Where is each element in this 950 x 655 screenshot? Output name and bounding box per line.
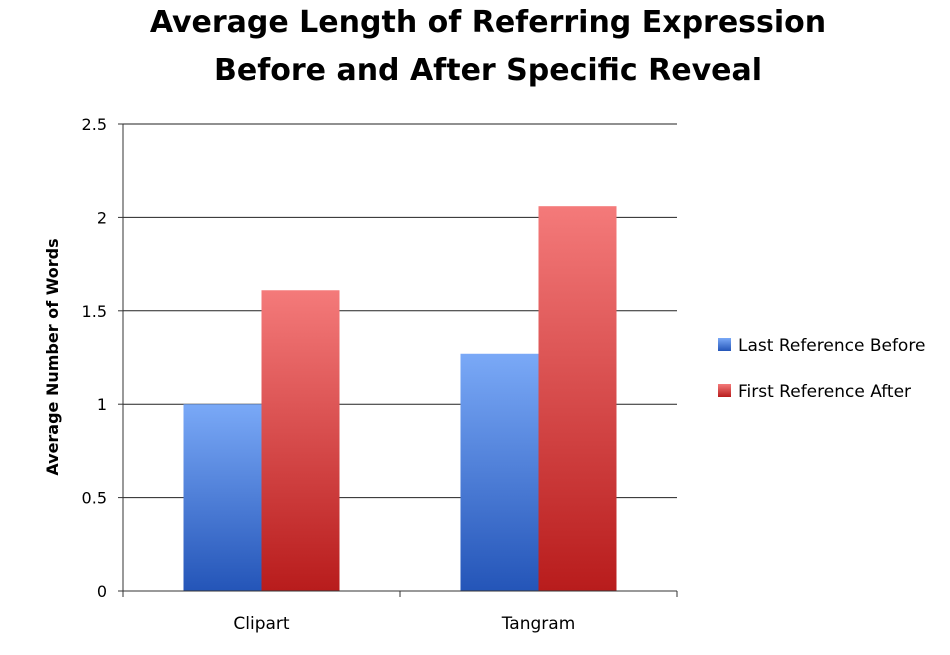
legend-swatch — [718, 338, 731, 351]
y-tick-label: 2.5 — [82, 115, 107, 134]
bar-clipart-first-reference-after — [261, 290, 340, 591]
axes — [122, 124, 678, 597]
chart-title: Average Length of Referring Expression B… — [150, 5, 826, 88]
bar-clipart-last-reference-before — [183, 404, 262, 591]
bar-tangram-last-reference-before — [460, 353, 539, 591]
y-axis-ticks: 0 0.5 1 1.5 2 2.5 — [82, 115, 123, 601]
y-tick-label: 0.5 — [82, 489, 107, 508]
x-tick-label: Tangram — [501, 614, 576, 634]
legend-swatch — [718, 384, 731, 397]
chart-title-line-1: Average Length of Referring Expression — [150, 5, 826, 40]
y-tick-label: 1 — [97, 395, 107, 414]
bars — [183, 206, 617, 591]
chart-title-line-2: Before and After Specific Reveal — [214, 53, 762, 88]
x-tick-label: Clipart — [233, 614, 290, 634]
legend-label: First Reference After — [738, 382, 911, 402]
legend-label: Last Reference Before — [738, 336, 925, 356]
y-tick-label: 2 — [97, 208, 107, 227]
bar-tangram-first-reference-after — [538, 206, 617, 591]
y-tick-label: 0 — [97, 582, 107, 601]
legend: Last Reference Before First Reference Aft… — [718, 336, 925, 402]
y-axis-label: Average Number of Words — [43, 238, 62, 475]
y-tick-label: 1.5 — [82, 302, 107, 321]
x-axis-ticks: Clipart Tangram — [233, 614, 575, 634]
